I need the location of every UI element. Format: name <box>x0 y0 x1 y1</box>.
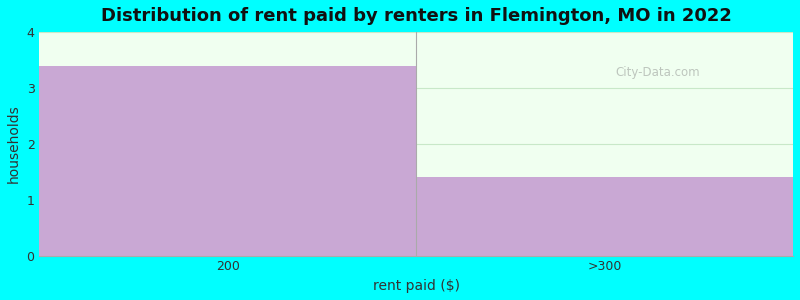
Text: City-Data.com: City-Data.com <box>615 66 700 79</box>
Bar <box>39 66 416 256</box>
Bar <box>416 177 793 256</box>
Title: Distribution of rent paid by renters in Flemington, MO in 2022: Distribution of rent paid by renters in … <box>101 7 732 25</box>
Y-axis label: households: households <box>7 104 21 183</box>
X-axis label: rent paid ($): rent paid ($) <box>373 279 460 293</box>
